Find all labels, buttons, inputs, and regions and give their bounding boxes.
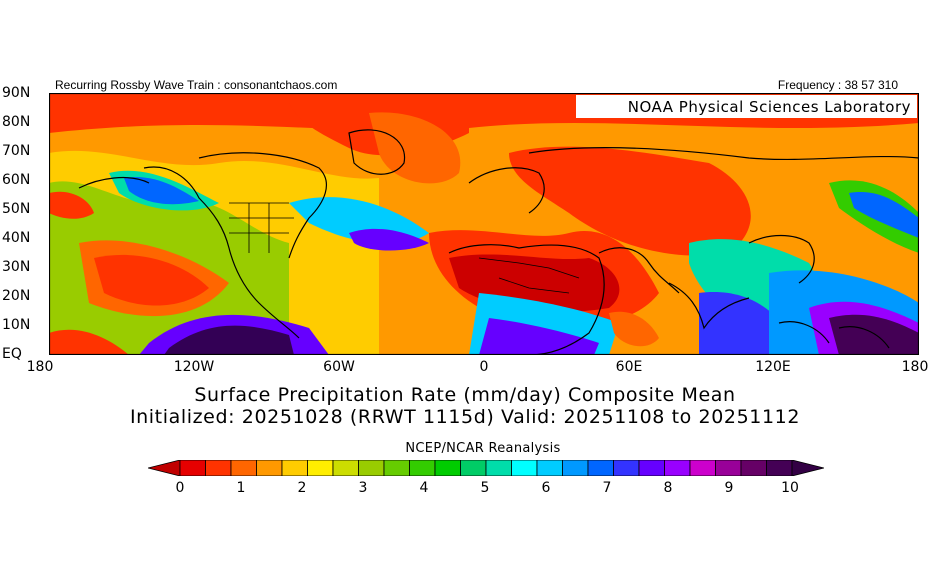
colorbar-label-5: 5 (480, 480, 490, 496)
colorbar-label-8: 8 (663, 480, 673, 496)
lat-label-60n: 60N (2, 172, 31, 188)
lat-label-50n: 50N (2, 201, 31, 217)
greenland-coast (348, 129, 406, 175)
lat-label-90n: 90N (2, 85, 31, 101)
colorbar-swatch (689, 460, 716, 476)
india-coast (668, 282, 750, 330)
north-america-west-coast (143, 166, 300, 339)
colorbar-label-9: 9 (724, 480, 734, 496)
map-frame (49, 93, 919, 355)
north-america-east-coast (198, 152, 328, 259)
lon-label-0: 0 (479, 359, 489, 375)
colorbar-swatch (511, 460, 538, 476)
africa-coast (448, 244, 605, 355)
colorbar-swatch (587, 460, 614, 476)
colorbar-swatch (613, 460, 640, 476)
colorbar-swatch (383, 460, 410, 476)
colorbar-label-7: 7 (602, 480, 612, 496)
noaa-credit: NOAA Physical Sciences Laboratory (576, 95, 917, 118)
colorbar-swatch (536, 460, 563, 476)
precipitation-map (49, 93, 919, 355)
colorbar-label-6: 6 (541, 480, 551, 496)
colorbar-swatch (485, 460, 512, 476)
lat-label-20n: 20N (2, 288, 31, 304)
lon-label-120w: 120W (173, 359, 215, 375)
east-asia-coast (748, 234, 815, 284)
europe-coast (468, 167, 545, 214)
arctic-coast (528, 146, 919, 161)
colorbar-label-0: 0 (175, 480, 185, 496)
map-subtitle: Initialized: 20251028 (RRWT 1115d) Valid… (129, 406, 801, 428)
alaska-coast (78, 177, 150, 189)
lat-label-eq: EQ (2, 346, 22, 362)
colorbar (148, 460, 824, 476)
eurasia-dry (509, 146, 751, 256)
lon-label-60w: 60W (323, 359, 355, 375)
colorbar-swatch (460, 460, 487, 476)
lon-label-180w: 180 (26, 359, 54, 375)
colorbar-swatch (766, 460, 793, 476)
colorbar-label-2: 2 (297, 480, 307, 496)
colorbar-swatch (638, 460, 665, 476)
lon-label-120e: 120E (755, 359, 791, 375)
colorbar-swatch (715, 460, 742, 476)
lat-label-30n: 30N (2, 259, 31, 275)
colorbar-label-3: 3 (358, 480, 368, 496)
colorbar-swatch (230, 460, 257, 476)
colorbar-swatch (664, 460, 691, 476)
colorbar-swatch (332, 460, 359, 476)
colorbar-low-arrow (148, 460, 181, 476)
colorbar-swatch (562, 460, 589, 476)
header-left-text: Recurring Rossby Wave Train : consonantc… (55, 78, 338, 92)
colorbar-label-4: 4 (419, 480, 429, 496)
colorbar-swatch (179, 460, 206, 476)
lon-label-60e: 60E (615, 359, 643, 375)
lat-label-70n: 70N (2, 143, 31, 159)
colorbar-swatch (434, 460, 461, 476)
source-label: NCEP/NCAR Reanalysis (405, 441, 561, 456)
maritime-continent-coast (778, 321, 890, 349)
colorbar-swatch (256, 460, 283, 476)
lat-label-80n: 80N (2, 114, 31, 130)
colorbar-label-10: 10 (781, 480, 799, 496)
colorbar-swatch (409, 460, 436, 476)
arabia-coast (598, 247, 680, 294)
colorbar-swatch (307, 460, 334, 476)
lat-label-40n: 40N (2, 230, 31, 246)
header-frequency-text: Frequency : 38 57 310 (777, 78, 898, 92)
map-title: Surface Precipitation Rate (mm/day) Comp… (194, 384, 736, 406)
colorbar-swatch (740, 460, 767, 476)
colorbar-swatch (281, 460, 308, 476)
colorbar-swatch (358, 460, 385, 476)
colorbar-high-arrow (791, 460, 824, 476)
lat-label-10n: 10N (2, 317, 31, 333)
lon-label-180e: 180 (901, 359, 929, 375)
colorbar-swatch (205, 460, 232, 476)
colorbar-label-1: 1 (236, 480, 246, 496)
